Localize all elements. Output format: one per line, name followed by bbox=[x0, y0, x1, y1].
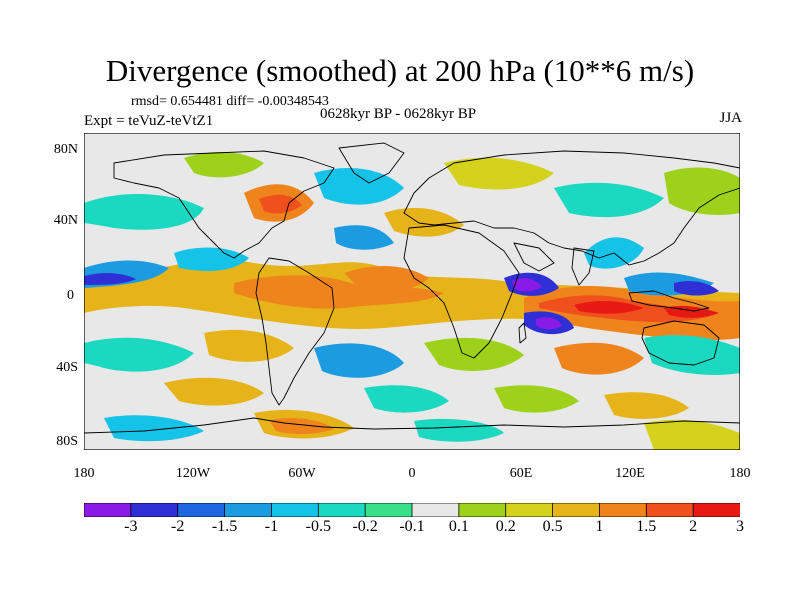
arabia-coast bbox=[513, 242, 555, 272]
colorbar-tick-label: 1 bbox=[595, 518, 604, 535]
colorbar-swatch bbox=[505, 502, 554, 518]
antarctica-coast bbox=[84, 417, 740, 434]
lat-label-80n: 80N bbox=[53, 142, 78, 157]
north-america-coast bbox=[113, 150, 335, 259]
colorbar-tick-label: 2 bbox=[689, 518, 698, 535]
lon-label-60e: 60E bbox=[509, 466, 533, 481]
colorbar-swatch bbox=[177, 502, 226, 518]
colorbar-tick-label: -0.5 bbox=[305, 518, 331, 535]
maritime-continent-coast bbox=[628, 290, 710, 312]
colorbar-tick-label: -2 bbox=[171, 518, 185, 535]
period-label: 0628kyr BP - 0628kyr BP bbox=[320, 106, 477, 122]
colorbar-tick-label: 1.5 bbox=[636, 518, 657, 535]
india-coast bbox=[571, 247, 595, 286]
colorbar-tick-label: 3 bbox=[736, 518, 744, 535]
colorbar-swatch bbox=[271, 502, 320, 518]
lat-label-40s: 40S bbox=[56, 360, 78, 375]
colorbar-swatch bbox=[692, 502, 741, 518]
divergence-map bbox=[84, 133, 740, 450]
colorbar-swatch bbox=[317, 502, 367, 518]
australia-coast bbox=[641, 320, 720, 366]
lon-label-180w: 180 bbox=[73, 466, 95, 481]
colorbar-tick-label: -1.5 bbox=[211, 518, 238, 535]
africa-coast bbox=[403, 224, 520, 359]
colorbar-tick-label: 0.5 bbox=[542, 518, 563, 535]
convergence-divergence-field bbox=[84, 151, 740, 450]
south-america-coast bbox=[255, 257, 335, 406]
colorbar-tick-label: -1 bbox=[264, 518, 279, 535]
lat-label-eq: 0 bbox=[67, 288, 74, 303]
lon-label-120e: 120E bbox=[615, 466, 645, 481]
rmsd-diff-label: rmsd= 0.654481 diff= -0.00348543 bbox=[131, 94, 329, 109]
colorbar-swatch bbox=[224, 502, 273, 518]
colorbar-tick-label: -0.2 bbox=[352, 518, 378, 535]
season-label: JJA bbox=[719, 110, 742, 126]
colorbar-swatch bbox=[645, 502, 695, 518]
lat-label-40n: 40N bbox=[53, 213, 78, 228]
colorbar-swatch bbox=[458, 502, 507, 518]
madagascar-coast bbox=[518, 322, 527, 344]
colorbar-swatch bbox=[599, 502, 648, 518]
experiment-label: Expt = teVuZ-teVtZ1 bbox=[84, 113, 214, 129]
lon-label-60w: 60W bbox=[288, 466, 316, 481]
colorbar-swatch bbox=[130, 502, 179, 518]
colorbar-swatch bbox=[552, 502, 601, 518]
colorbar-swatch bbox=[83, 502, 132, 518]
colorbar-tick-label: 0.2 bbox=[495, 518, 516, 535]
coastlines bbox=[84, 142, 740, 434]
lat-label-80s: 80S bbox=[56, 434, 78, 449]
lon-label-0: 0 bbox=[408, 466, 416, 481]
colorbar-swatch bbox=[411, 502, 460, 518]
greenland-coast bbox=[338, 142, 405, 184]
colorbar-tick-label: 0.1 bbox=[448, 518, 469, 535]
colorbar-swatch bbox=[364, 502, 413, 518]
colorbar-tick-label: -0.1 bbox=[399, 518, 425, 535]
figure-title: Divergence (smoothed) at 200 hPa (10**6 … bbox=[105, 53, 695, 88]
colorbar-tick-label: -3 bbox=[124, 518, 138, 535]
lon-label-120w: 120W bbox=[175, 466, 211, 481]
eurasia-coast bbox=[403, 150, 740, 266]
lon-label-180e: 180 bbox=[729, 466, 751, 481]
